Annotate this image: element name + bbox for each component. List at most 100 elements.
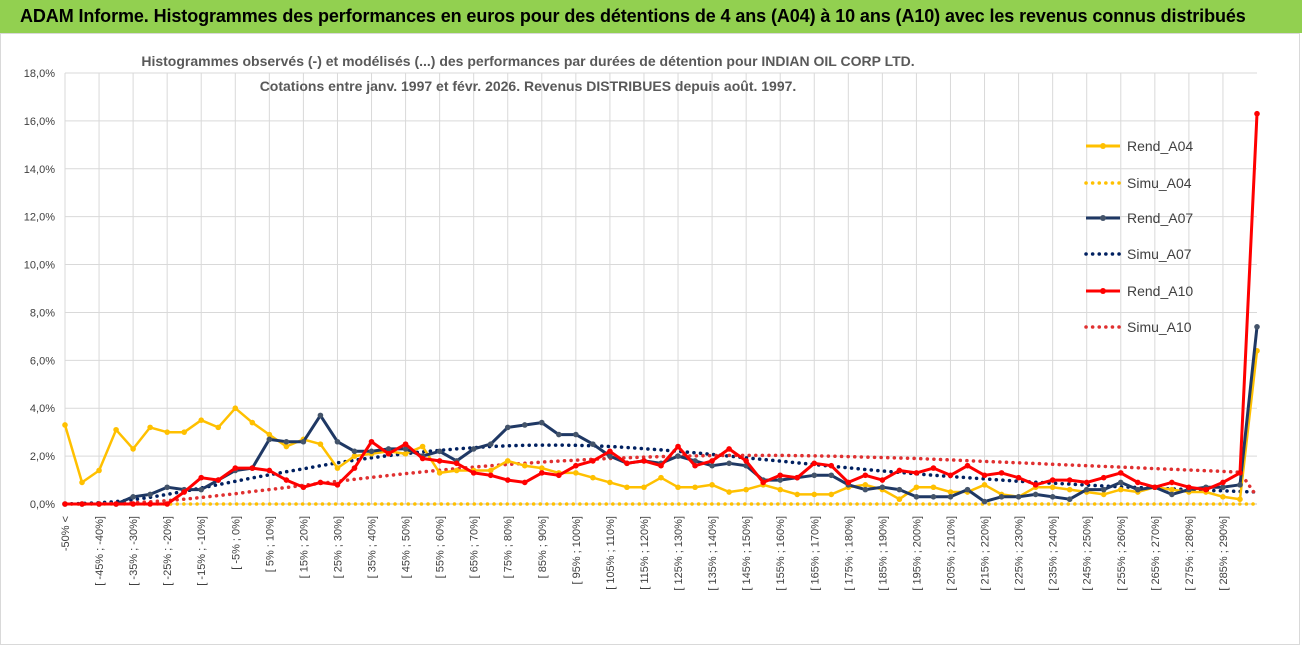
- data-point-rend-a07: [556, 431, 562, 438]
- data-point-rend-a04: [590, 474, 596, 481]
- data-point-rend-a10: [62, 501, 68, 507]
- x-tick-label: [ 135% ; 140%]: [707, 516, 719, 591]
- chart-title: Histogrammes observés (-) et modélisés (…: [141, 53, 914, 69]
- x-tick-label: [ 95% ; 100%]: [571, 516, 583, 585]
- data-point-rend-a07: [317, 412, 324, 419]
- data-point-rend-a07: [964, 486, 971, 493]
- data-point-rend-a10: [181, 489, 187, 495]
- x-tick-label: [ 105% ; 110%]: [605, 516, 617, 590]
- page-title: ADAM Informe. Histogrammes des performan…: [20, 6, 1246, 26]
- data-point-rend-a07: [1135, 486, 1141, 493]
- data-point-rend-a04: [794, 491, 801, 498]
- data-point-rend-a04: [811, 491, 818, 498]
- x-tick-label: [ 225% ; 230%]: [1014, 516, 1026, 591]
- x-tick-label: [ 165% ; 170%]: [809, 516, 821, 591]
- data-point-rend-a10: [351, 465, 358, 471]
- legend-marker: [1100, 288, 1106, 294]
- legend-item-rend-a04: Rend_A04: [1086, 138, 1193, 154]
- data-point-rend-a04: [1100, 491, 1107, 498]
- x-tick-label: [ 235% ; 240%]: [1048, 516, 1060, 591]
- data-point-rend-a07: [1100, 486, 1107, 493]
- x-tick-label: [ 155% ; 160%]: [775, 516, 787, 591]
- x-tick-label: [ 115% ; 120%]: [639, 516, 651, 590]
- data-point-rend-a10: [675, 443, 681, 450]
- data-point-rend-a10: [743, 458, 749, 464]
- data-point-rend-a10: [96, 501, 102, 507]
- x-tick-label: [ 265% ; 270%]: [1150, 516, 1162, 591]
- y-tick-label: 0,0%: [30, 499, 55, 511]
- x-tick-label: [ 175% ; 180%]: [843, 516, 855, 591]
- data-point-rend-a04: [1066, 486, 1073, 493]
- data-point-rend-a07: [334, 438, 341, 445]
- data-point-rend-a07: [1049, 494, 1056, 500]
- chart-frame: [0, 33, 1300, 645]
- y-tick-label: 2,0%: [30, 451, 55, 463]
- data-point-rend-a07: [1254, 324, 1260, 330]
- data-point-rend-a10: [539, 470, 545, 476]
- data-point-rend-a10: [1169, 479, 1175, 486]
- data-point-rend-a07: [1220, 484, 1226, 491]
- data-point-rend-a07: [539, 419, 545, 426]
- data-point-rend-a10: [521, 479, 528, 486]
- data-point-rend-a04: [164, 429, 170, 435]
- data-point-rend-a10: [862, 472, 869, 479]
- data-point-rend-a04: [181, 429, 187, 435]
- data-point-rend-a10: [1049, 477, 1056, 483]
- data-point-rend-a07: [487, 441, 494, 447]
- data-point-rend-a04: [675, 484, 681, 491]
- data-point-rend-a07: [777, 477, 783, 483]
- x-tick-label: [ -45% ; -40%]: [94, 516, 106, 586]
- data-point-rend-a10: [896, 467, 903, 474]
- legend-item-simu-a10: Simu_A10: [1084, 319, 1192, 335]
- data-point-rend-a10: [964, 462, 971, 469]
- data-point-rend-a07: [998, 494, 1005, 500]
- data-point-rend-a10: [334, 482, 341, 488]
- legend-label: Rend_A10: [1127, 283, 1193, 299]
- data-point-rend-a07: [913, 494, 920, 500]
- data-point-rend-a07: [828, 472, 835, 479]
- data-point-rend-a10: [811, 460, 818, 467]
- data-point-rend-a04: [1169, 486, 1175, 493]
- y-tick-label: 4,0%: [30, 403, 55, 415]
- data-point-rend-a10: [198, 474, 205, 481]
- x-tick-label: [ 15% ; 20%]: [298, 516, 310, 578]
- data-point-rend-a10: [930, 465, 937, 471]
- legend-marker: [1100, 143, 1106, 149]
- data-point-rend-a07: [521, 422, 528, 428]
- data-point-rend-a10: [164, 501, 170, 507]
- data-point-rend-a07: [709, 462, 715, 469]
- x-tick-label: [ 205% ; 210%]: [945, 516, 957, 591]
- data-point-rend-a10: [981, 472, 988, 479]
- data-point-rend-a07: [590, 441, 596, 447]
- x-tick-label: [ 185% ; 190%]: [877, 516, 889, 591]
- data-point-rend-a10: [1237, 470, 1243, 476]
- data-point-rend-a10: [777, 472, 783, 479]
- data-point-rend-a07: [300, 438, 307, 445]
- data-point-rend-a07: [1083, 486, 1090, 493]
- data-point-rend-a04: [658, 474, 664, 481]
- data-point-rend-a07: [147, 491, 153, 498]
- data-point-rend-a10: [1152, 484, 1158, 491]
- legend-item-simu-a07: Simu_A07: [1084, 246, 1192, 262]
- data-point-rend-a07: [981, 498, 988, 505]
- legend-label: Rend_A07: [1127, 210, 1193, 226]
- data-point-rend-a10: [879, 477, 886, 483]
- data-point-rend-a04: [419, 443, 426, 450]
- data-point-rend-a04: [334, 465, 341, 471]
- data-point-rend-a10: [266, 467, 273, 474]
- data-point-rend-a10: [998, 470, 1005, 476]
- data-point-rend-a07: [1066, 496, 1073, 503]
- data-point-rend-a10: [794, 474, 801, 481]
- x-tick-label: [ 215% ; 220%]: [980, 516, 992, 591]
- data-point-rend-a07: [1169, 491, 1175, 498]
- data-point-rend-a07: [573, 431, 579, 438]
- data-point-rend-a07: [726, 460, 732, 467]
- data-point-rend-a07: [368, 448, 375, 455]
- data-point-rend-a07: [266, 436, 273, 443]
- data-point-rend-a07: [504, 424, 511, 431]
- data-point-rend-a04: [862, 482, 869, 488]
- data-point-rend-a04: [198, 417, 205, 423]
- data-point-rend-a04: [947, 489, 954, 495]
- data-point-rend-a04: [113, 426, 119, 433]
